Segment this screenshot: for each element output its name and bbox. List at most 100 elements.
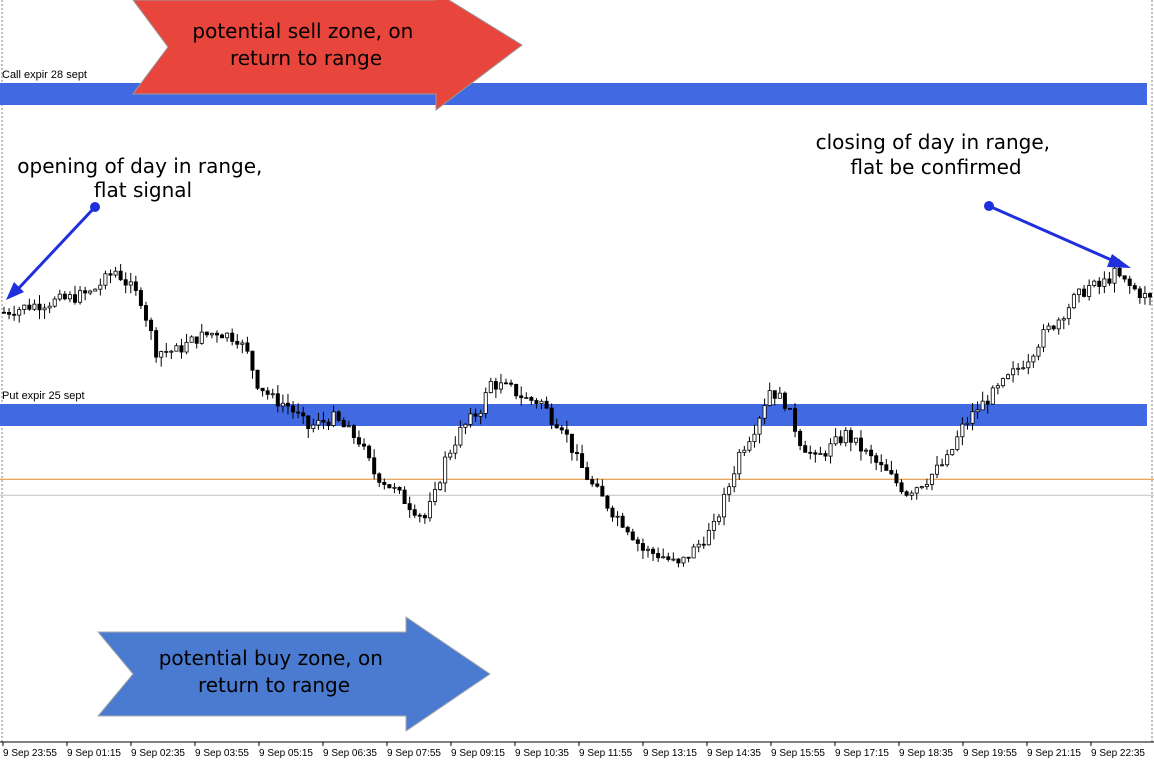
candle-body (929, 473, 934, 485)
candle-body (392, 486, 397, 489)
candle-body (169, 350, 174, 353)
candle-body (488, 381, 493, 394)
candle-body (1000, 378, 1005, 387)
candle-body (1056, 319, 1061, 330)
candle-body (818, 453, 823, 455)
buy-zone-arrow-shape (96, 616, 491, 732)
candle-body (1127, 278, 1132, 286)
candle-body (260, 387, 265, 392)
candle-body (874, 455, 879, 463)
candle-body (427, 501, 432, 519)
candle-body (696, 543, 701, 548)
candle-body (301, 412, 306, 417)
candle-body (377, 473, 382, 483)
candle-body (184, 341, 189, 353)
candle-body (833, 436, 838, 445)
candle-body (793, 408, 798, 432)
candle-body (752, 433, 757, 443)
candle-body (828, 443, 833, 457)
time-tick-label: 9 Sep 05:15 (259, 748, 313, 759)
candle-body (960, 423, 965, 438)
candle-body (174, 345, 179, 352)
candle-body (1071, 294, 1076, 309)
candle-body (1016, 367, 1021, 370)
level-band-1 (0, 404, 1147, 426)
candle-body (747, 441, 752, 451)
candle-body (1061, 318, 1066, 321)
candle-body (1092, 280, 1097, 286)
time-tick-label: 9 Sep 17:15 (835, 748, 889, 759)
closing-note: closing of day in range, flat be confirm… (816, 130, 1131, 268)
candle-body (468, 413, 473, 425)
candle-body (98, 284, 103, 290)
candle-body (681, 556, 686, 564)
candle-body (889, 469, 894, 475)
candle-body (615, 515, 620, 518)
candle-body (316, 419, 321, 426)
candle-body (808, 451, 813, 454)
candle-body (67, 294, 72, 300)
candle-body (782, 392, 787, 409)
candle-body (265, 390, 270, 395)
candle-body (1036, 346, 1041, 357)
candle-body (1087, 285, 1092, 297)
candle-body (1102, 278, 1107, 287)
candle-body (1026, 361, 1031, 369)
candle-body (214, 332, 219, 336)
candle-body (1137, 288, 1142, 299)
candle-body (564, 429, 569, 435)
candle-body (772, 390, 777, 399)
candle-body (83, 290, 88, 294)
time-tick-label: 9 Sep 13:15 (643, 748, 697, 759)
candle-body (757, 417, 762, 435)
candle-body (630, 531, 635, 541)
candle-body (798, 430, 803, 446)
candle-body (326, 421, 331, 426)
candle-body (575, 452, 580, 454)
candle-body (331, 411, 336, 426)
candle-body (149, 319, 154, 332)
candle-body (1006, 374, 1011, 379)
candle-body (341, 420, 346, 428)
candle-body (78, 290, 83, 303)
candle-body (864, 449, 869, 452)
candle-body (407, 503, 412, 511)
candle-body (935, 464, 940, 475)
candle-body (209, 332, 214, 336)
candle-body (12, 313, 17, 316)
candle-body (118, 270, 123, 281)
candle-body (57, 293, 62, 300)
time-tick-label: 9 Sep 11:55 (579, 748, 633, 759)
candle-body (280, 402, 285, 407)
candle-body (250, 350, 255, 371)
candle-body (306, 415, 311, 430)
candle-body (676, 558, 681, 564)
opening-note: opening of day in range, flat signal (6, 154, 262, 300)
buy-zone-label: potential buy zone, on return to range (159, 646, 390, 697)
candle-body (524, 397, 529, 399)
candle-body (691, 546, 696, 559)
candle-body (1011, 368, 1016, 376)
candle-body (367, 445, 372, 459)
candle-body (458, 426, 463, 446)
candle-body (995, 385, 1000, 389)
candle-body (402, 489, 407, 505)
candle-body (1082, 288, 1087, 297)
sell-zone-arrow: potential sell zone, on return to range (132, 0, 523, 112)
candle-body (722, 493, 727, 518)
candle-body (336, 411, 341, 421)
candle-body (478, 413, 483, 417)
candle-body (620, 515, 625, 528)
candle-body (767, 390, 772, 406)
candle-body (595, 483, 600, 487)
candle-body (291, 405, 296, 413)
candle-body (762, 405, 767, 419)
candle-body (154, 330, 159, 358)
candle-body (580, 453, 585, 468)
candle-body (433, 489, 438, 502)
candle-body (640, 543, 645, 551)
candle-body (924, 484, 929, 487)
candle-body (671, 558, 676, 561)
candle-body (1097, 280, 1102, 287)
candle-body (965, 422, 970, 425)
